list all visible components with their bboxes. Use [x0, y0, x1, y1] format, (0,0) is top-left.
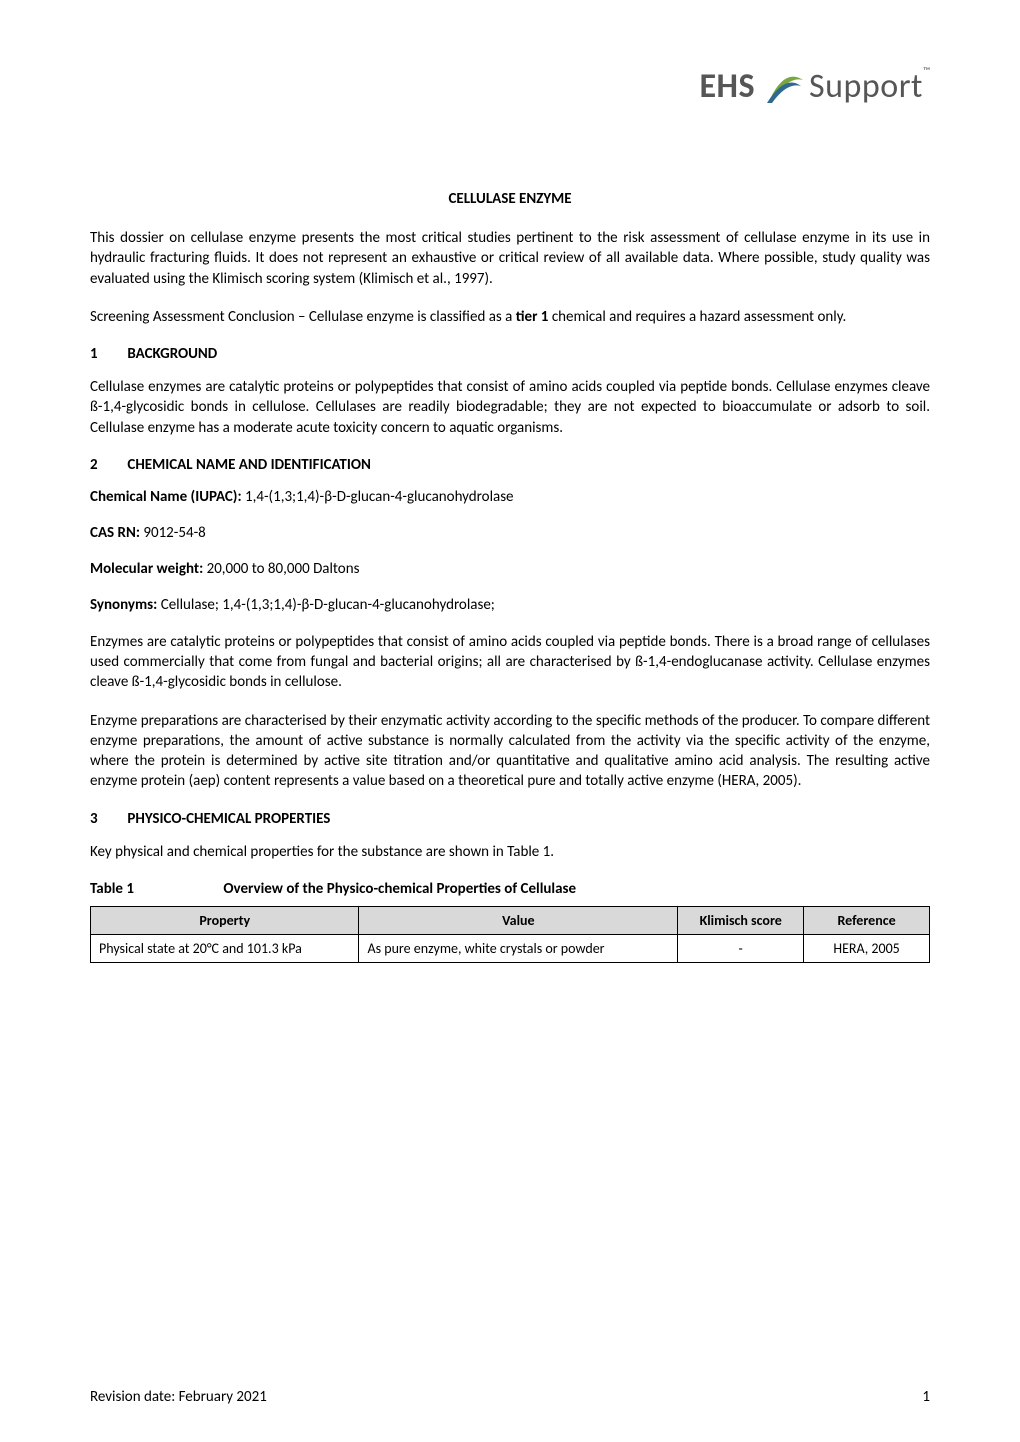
- mol-wt-line: Molecular weight: 20,000 to 80,000 Dalto…: [90, 560, 930, 578]
- synonyms-value: Cellulase; 1,4-(1,3;1,4)-β-D-glucan-4-gl…: [157, 596, 495, 614]
- cell-klimisch: -: [678, 934, 804, 962]
- section-1-heading: 1 BACKGROUND: [90, 345, 930, 363]
- cas-rn-label: CAS RN:: [90, 524, 140, 542]
- intro2-bold: tier 1: [516, 308, 549, 326]
- cell-property: Physical state at 20°C and 101.3 kPa: [91, 934, 359, 962]
- intro2-pre: Screening Assessment Conclusion – Cellul…: [90, 308, 516, 326]
- section-2-title: CHEMICAL NAME AND IDENTIFICATION: [127, 456, 370, 474]
- logo-text-light: Support: [809, 66, 923, 107]
- chemical-name-line: Chemical Name (IUPAC): 1,4-(1,3;1,4)-β-D…: [90, 488, 930, 506]
- footer-page-number: 1: [922, 1388, 930, 1406]
- synonyms-line: Synonyms: Cellulase; 1,4-(1,3;1,4)-β-D-g…: [90, 596, 930, 614]
- document-title: CELLULASE ENZYME: [90, 190, 930, 208]
- col-reference: Reference: [804, 906, 930, 934]
- cas-rn-line: CAS RN: 9012-54-8: [90, 524, 930, 542]
- synonyms-label: Synonyms:: [90, 596, 157, 614]
- phys-intro-paragraph: Key physical and chemical properties for…: [90, 842, 930, 862]
- intro-paragraph-1: This dossier on cellulase enzyme present…: [90, 228, 930, 289]
- table-1-num: Table 1: [90, 880, 220, 898]
- table-1-caption: Table 1 Overview of the Physico-chemical…: [90, 880, 930, 898]
- section-3-num: 3: [90, 810, 124, 828]
- preparation-paragraph: Enzyme preparations are characterised by…: [90, 711, 930, 792]
- col-value: Value: [359, 906, 678, 934]
- logo-trademark: ™: [923, 64, 930, 77]
- intro2-post: chemical and requires a hazard assessmen…: [548, 308, 846, 326]
- col-property: Property: [91, 906, 359, 934]
- logo: EHS Support ™: [699, 62, 930, 111]
- logo-text-bold: EHS: [699, 66, 755, 107]
- cell-reference: HERA, 2005: [804, 934, 930, 962]
- col-klimisch: Klimisch score: [678, 906, 804, 934]
- table-row: Physical state at 20°C and 101.3 kPa As …: [91, 934, 930, 962]
- logo-swoosh-icon: [763, 66, 807, 115]
- mol-wt-label: Molecular weight:: [90, 560, 203, 578]
- background-paragraph: Cellulase enzymes are catalytic proteins…: [90, 377, 930, 438]
- section-3-heading: 3 PHYSICO-CHEMICAL PROPERTIES: [90, 810, 930, 828]
- section-2-num: 2: [90, 456, 124, 474]
- enzymes-paragraph: Enzymes are catalytic proteins or polype…: [90, 632, 930, 693]
- table-1-title: Overview of the Physico-chemical Propert…: [223, 880, 576, 898]
- footer-revision-date: Revision date: February 2021: [90, 1388, 267, 1406]
- properties-table: Property Value Klimisch score Reference …: [90, 906, 930, 963]
- table-header-row: Property Value Klimisch score Reference: [91, 906, 930, 934]
- section-1-title: BACKGROUND: [127, 345, 217, 363]
- chemical-name-value: 1,4-(1,3;1,4)-β-D-glucan-4-glucanohydrol…: [242, 488, 514, 506]
- section-3-title: PHYSICO-CHEMICAL PROPERTIES: [127, 810, 330, 828]
- page-footer: Revision date: February 2021 1: [90, 1388, 930, 1406]
- intro-paragraph-2: Screening Assessment Conclusion – Cellul…: [90, 307, 930, 327]
- section-1-num: 1: [90, 345, 124, 363]
- cas-rn-value: 9012-54-8: [140, 524, 206, 542]
- cell-value: As pure enzyme, white crystals or powder: [359, 934, 678, 962]
- chemical-name-label: Chemical Name (IUPAC):: [90, 488, 242, 506]
- section-2-heading: 2 CHEMICAL NAME AND IDENTIFICATION: [90, 456, 930, 474]
- mol-wt-value: 20,000 to 80,000 Daltons: [203, 560, 359, 578]
